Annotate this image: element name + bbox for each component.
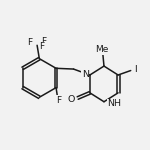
Text: O: O <box>67 95 74 104</box>
Text: I: I <box>134 65 137 74</box>
Text: F: F <box>42 37 47 46</box>
Text: N: N <box>82 70 89 79</box>
Text: Me: Me <box>95 45 109 54</box>
Text: NH: NH <box>107 99 121 108</box>
Text: F: F <box>56 96 61 105</box>
Text: F: F <box>27 38 33 47</box>
Text: F: F <box>39 42 44 51</box>
